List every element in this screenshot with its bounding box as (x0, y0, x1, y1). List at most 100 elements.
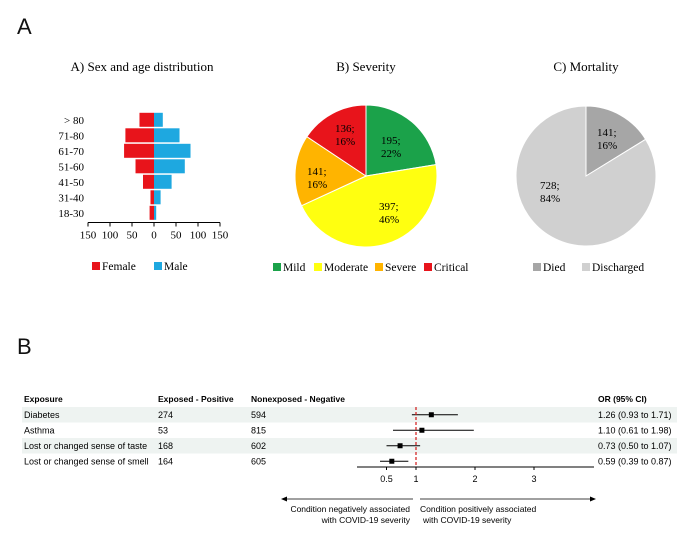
forest-or-text: 0.59 (0.39 to 0.87) (598, 457, 672, 467)
forest-exposed-count: 168 (158, 441, 173, 451)
severity-slice-pct-label: 16% (335, 136, 355, 148)
mortality-legend-swatch (582, 263, 590, 271)
forest-header-exposed: Exposed - Positive (158, 394, 234, 404)
forest-x-tick-label: 0.5 (380, 474, 393, 484)
forest-point (397, 443, 403, 449)
forest-or-text: 0.73 (0.50 to 1.07) (598, 441, 672, 451)
mortality-slice-pct-label: 16% (597, 140, 617, 152)
pyramid-title: A) Sex and age distribution (71, 59, 214, 74)
forest-point (419, 427, 425, 433)
female-bar (124, 143, 154, 158)
pyramid-age-label: 31-40 (58, 192, 84, 204)
pyramid-age-label: 51-60 (58, 161, 84, 173)
mortality-slice-discharged (515, 105, 657, 247)
female-bar (135, 159, 154, 174)
severity-slice-value-label: 141; (307, 166, 327, 178)
legend-swatch-male (154, 262, 162, 270)
pyramid-x-tick-label: 100 (190, 230, 207, 242)
forest-exposed-count: 164 (158, 457, 173, 467)
pyramid-x-tick-label: 50 (171, 230, 183, 242)
male-bar (154, 128, 180, 143)
forest-header-exposure: Exposure (24, 394, 63, 404)
forest-or-text: 1.10 (0.61 to 1.98) (598, 426, 672, 436)
forest-right-note-line1: Condition positively associated (420, 504, 537, 514)
male-bar (154, 174, 172, 189)
forest-nonexposed-count: 815 (251, 426, 266, 436)
forest-point (389, 458, 395, 464)
forest-or-text: 1.26 (0.93 to 1.71) (598, 410, 672, 420)
male-bar (154, 205, 157, 220)
pyramid-age-label: 18-30 (58, 208, 84, 220)
pyramid-age-label: 41-50 (58, 177, 84, 189)
severity-legend-label: Critical (434, 262, 469, 274)
pyramid-x-tick-label: 100 (102, 230, 119, 242)
male-bar (154, 159, 185, 174)
severity-slice-pct-label: 46% (379, 214, 399, 226)
mortality-legend-swatch (533, 263, 541, 271)
forest-x-tick-label: 2 (472, 474, 477, 484)
forest-left-note-line1: Condition negatively associated (290, 504, 410, 514)
forest-exposure-label: Asthma (24, 426, 55, 436)
female-bar (150, 190, 154, 205)
pyramid-age-label: 71-80 (58, 130, 84, 142)
severity-legend-swatch (424, 263, 432, 271)
forest-row-band (22, 438, 677, 454)
forest-exposure-label: Diabetes (24, 410, 60, 420)
mortality-legend-label: Died (543, 262, 566, 274)
forest-exposed-count: 274 (158, 410, 173, 420)
severity-legend-swatch (314, 263, 322, 271)
forest-nonexposed-count: 594 (251, 410, 266, 420)
legend-label-male: Male (164, 261, 188, 273)
female-bar (143, 174, 154, 189)
severity-slice-mild (365, 104, 437, 177)
mortality-slice-value-label: 141; (597, 127, 617, 139)
panel-label-a: A (17, 14, 32, 39)
severity-slice-pct-label: 22% (381, 148, 401, 160)
severity-slice-critical (306, 104, 367, 177)
pyramid-x-tick-label: 150 (80, 230, 97, 242)
male-bar (154, 143, 191, 158)
mortality-slice-died (585, 105, 647, 177)
severity-legend-swatch (273, 263, 281, 271)
forest-exposure-label: Lost or changed sense of taste (24, 441, 147, 451)
forest-nonexposed-count: 602 (251, 441, 266, 451)
severity-legend-label: Severe (385, 262, 416, 274)
female-bar (149, 205, 154, 220)
severity-slice-pct-label: 16% (307, 179, 327, 191)
forest-x-tick-label: 1 (413, 474, 418, 484)
mortality-slice-pct-label: 84% (540, 193, 560, 205)
severity-slice-value-label: 136; (335, 123, 355, 135)
mortality-title: C) Mortality (553, 59, 619, 74)
legend-swatch-female (92, 262, 100, 270)
forest-header-nonexposed: Nonexposed - Negative (251, 394, 345, 404)
forest-left-note-line2: with COVID-19 severity (321, 515, 411, 525)
severity-slice-value-label: 195; (381, 135, 401, 147)
forest-exposure-label: Lost or changed sense of smell (24, 457, 149, 467)
pyramid-age-label: > 80 (64, 115, 84, 127)
forest-x-tick-label: 3 (531, 474, 536, 484)
forest-left-arrowhead (281, 496, 287, 502)
male-bar (154, 190, 161, 205)
male-bar (154, 112, 163, 127)
female-bar (139, 112, 154, 127)
pyramid-x-tick-label: 150 (212, 230, 229, 242)
female-bar (125, 128, 154, 143)
severity-slice-moderate (300, 164, 438, 248)
forest-row-band (22, 407, 677, 423)
forest-header-or: OR (95% CI) (598, 394, 647, 404)
severity-legend-swatch (375, 263, 383, 271)
mortality-legend-label: Discharged (592, 262, 644, 274)
pyramid-age-label: 61-70 (58, 146, 84, 158)
severity-legend-label: Moderate (324, 262, 368, 274)
forest-right-arrowhead (590, 496, 596, 502)
severity-slice-value-label: 397; (379, 201, 399, 213)
forest-point (428, 412, 434, 418)
forest-exposed-count: 53 (158, 426, 168, 436)
forest-right-note-line2: with COVID-19 severity (422, 515, 512, 525)
panel-label-b: B (17, 334, 32, 359)
mortality-slice-value-label: 728; (540, 180, 560, 192)
pyramid-x-tick-label: 50 (127, 230, 139, 242)
severity-title: B) Severity (336, 59, 396, 74)
forest-nonexposed-count: 605 (251, 457, 266, 467)
